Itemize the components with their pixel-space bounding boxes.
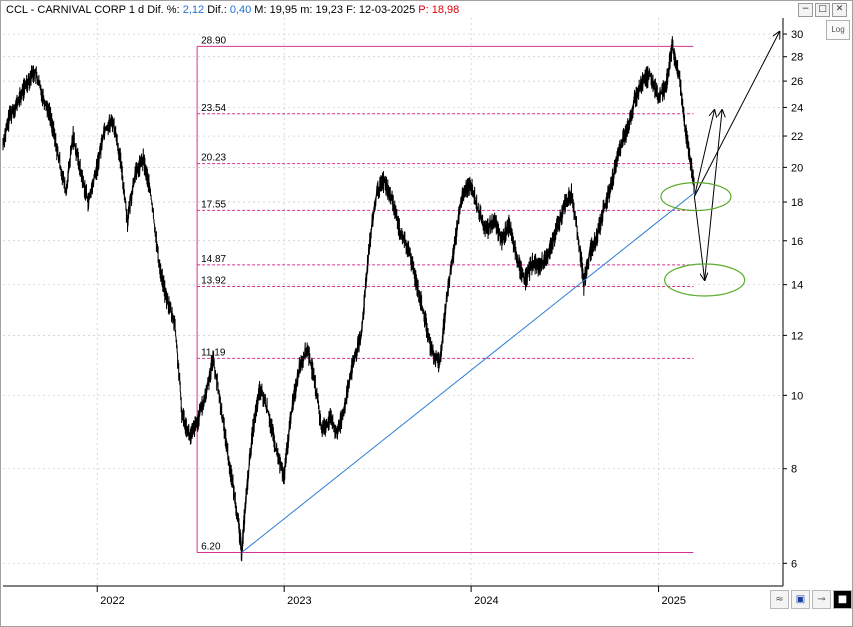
bottom-toolbar: ≈ ▣ ⊸ ■: [770, 590, 852, 609]
price-value: 18,98: [431, 4, 460, 16]
pin-icon[interactable]: ⊸: [812, 590, 831, 609]
x-tick-label: 2023: [287, 595, 311, 607]
y-tick-label: 16: [791, 236, 803, 248]
symbol-label: CCL - CARNIVAL CORP: [6, 4, 126, 16]
price-label: P:: [418, 4, 429, 16]
fib-level-label: 20.23: [201, 153, 226, 164]
projection-arrow[interactable]: [704, 110, 722, 281]
close-button[interactable]: ✕: [832, 3, 847, 17]
trendline-layer[interactable]: [241, 189, 699, 553]
y-tick-label: 22: [791, 131, 803, 143]
chart-header: CCL - CARNIVAL CORP 1 d Dif. %: 2,12 Dif…: [6, 4, 459, 16]
x-tick-label: 2024: [474, 595, 498, 607]
date-value: 12-03-2025: [358, 4, 416, 16]
color-square-icon[interactable]: ■: [833, 590, 852, 609]
dif-pct-label: Dif. %:: [147, 4, 180, 16]
high-value: 19,95: [269, 4, 298, 16]
y-tick-label: 10: [791, 390, 803, 402]
dif-value: 0,40: [229, 4, 252, 16]
grid: [3, 18, 783, 586]
fib-level-label: 13.92: [201, 276, 226, 287]
dif-pct-value: 2,12: [182, 4, 205, 16]
low-value: 19,23: [315, 4, 344, 16]
fib-level-label: 23.54: [201, 103, 226, 114]
trendline[interactable]: [241, 189, 699, 553]
y-tick-label: 26: [791, 76, 803, 88]
price-line: [2, 36, 695, 562]
high-label: M:: [254, 4, 267, 16]
interval-label: 1 d: [128, 4, 145, 16]
date-label: F:: [346, 4, 356, 16]
y-tick-label: 18: [791, 197, 803, 209]
x-tick-label: 2025: [662, 595, 686, 607]
fib-level-label: 28.90: [201, 35, 226, 46]
y-tick-label: 14: [791, 280, 803, 292]
fib-level-label: 17.55: [201, 199, 226, 210]
y-tick-label: 30: [791, 29, 803, 41]
projection-arrow[interactable]: [693, 196, 704, 280]
line-chart-icon[interactable]: ≈: [770, 590, 789, 609]
y-tick-label: 20: [791, 162, 803, 174]
minimize-button[interactable]: −: [798, 3, 813, 17]
fib-level-label: 6.20: [201, 542, 221, 553]
window-controls: − □ ✕: [798, 3, 847, 17]
support-ellipse[interactable]: [660, 181, 732, 212]
projection-arrow[interactable]: [693, 32, 779, 197]
y-tick-label: 6: [791, 558, 797, 570]
y-tick-label: 8: [791, 464, 797, 476]
maximize-button[interactable]: □: [815, 3, 830, 17]
save-icon[interactable]: ▣: [791, 590, 810, 609]
dif-label: Dif.:: [207, 4, 227, 16]
y-tick-label: 28: [791, 52, 803, 64]
price-series: [2, 36, 695, 562]
annotation-layer[interactable]: [660, 32, 779, 297]
target-ellipse[interactable]: [664, 263, 746, 297]
low-label: m:: [300, 4, 313, 16]
fib-level-label: 14.87: [201, 254, 226, 265]
y-tick-label: 24: [791, 102, 803, 114]
x-tick-label: 2022: [100, 595, 124, 607]
log-scale-button[interactable]: Log: [826, 20, 850, 40]
y-tick-label: 12: [791, 330, 803, 342]
